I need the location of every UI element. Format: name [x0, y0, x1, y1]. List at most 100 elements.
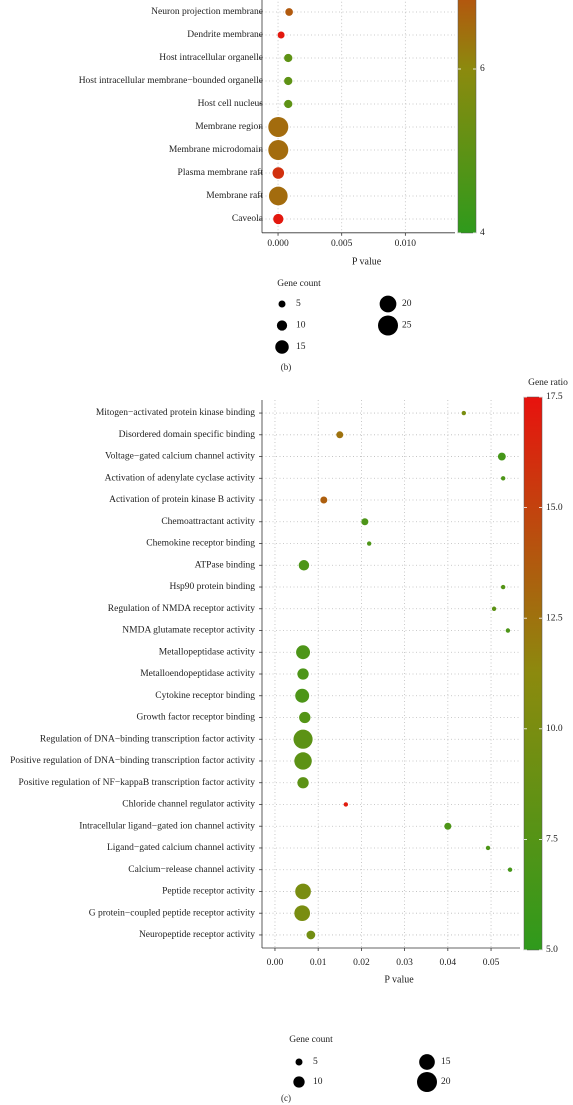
x-axis-title: P value [352, 256, 382, 267]
dot [507, 867, 513, 872]
legend-label: 20 [441, 1077, 451, 1087]
dot [296, 645, 311, 660]
legend-dot [417, 1072, 437, 1092]
dot [306, 930, 316, 940]
legend-label: 10 [296, 321, 306, 331]
legend-dot [278, 300, 286, 308]
colorbar-tick-label: 5.0 [546, 945, 558, 955]
y-tick-label: Positive regulation of NF−kappaB transcr… [19, 777, 256, 788]
legend-dot [378, 315, 398, 336]
y-tick-label: Metalloendopeptidase activity [140, 669, 255, 679]
x-tick-label: 0.01 [310, 958, 327, 968]
dot [461, 410, 467, 416]
legend-dot [295, 1058, 303, 1066]
dot [361, 518, 369, 526]
y-tick-label: Positive regulation of DNA−binding trans… [10, 755, 255, 766]
legend-label: 5 [296, 299, 301, 309]
colorbar-tick-label: 7.5 [546, 835, 558, 845]
dot [272, 167, 285, 179]
y-tick-label: Peptide receptor activity [162, 887, 255, 897]
dot [299, 711, 311, 724]
legend-dot [275, 340, 289, 354]
dot [500, 584, 506, 590]
y-tick-label: Calcium−release channel activity [128, 865, 255, 875]
dot [294, 905, 311, 922]
y-tick-label: Chemokine receptor binding [146, 539, 255, 549]
dot [268, 140, 289, 160]
dot [497, 452, 506, 461]
y-tick-label: Membrane raft [206, 190, 263, 201]
colorbar [523, 396, 543, 951]
y-tick-label: Mitogen−activated protein kinase binding [96, 408, 255, 418]
dot [444, 822, 452, 830]
caption: (b) [281, 362, 292, 372]
legend-label: 15 [296, 342, 306, 352]
y-tick-label: NMDA glutamate receptor activity [122, 626, 255, 636]
colorbar-tick-label: 10.0 [546, 724, 563, 734]
y-tick-label: Activation of adenylate cyclase activity [105, 472, 256, 483]
legend-label: 20 [402, 299, 412, 309]
colorbar-tick-label: 4 [480, 228, 485, 238]
dot [295, 688, 310, 703]
dot [284, 53, 293, 63]
dot [285, 8, 293, 16]
x-tick-label: 0.00 [267, 958, 284, 968]
y-tick-label: Host cell nucleus [198, 99, 264, 109]
colorbar [457, 0, 477, 234]
dot [485, 845, 491, 851]
legend-label: 15 [441, 1057, 451, 1067]
dot [491, 606, 497, 611]
colorbar-tick-label: 17.5 [546, 392, 563, 402]
y-tick-label: Activation of protein kinase B activity [109, 494, 255, 505]
dot [343, 802, 349, 807]
dot [505, 628, 511, 633]
dot [293, 729, 313, 749]
y-tick-label: Growth factor receptor binding [137, 712, 256, 723]
dot [294, 752, 312, 770]
y-tick-label: Neuron projection membrane [151, 7, 263, 17]
y-tick-label: Metallopeptidase activity [159, 647, 256, 657]
y-tick-label: G protein−coupled peptide receptor activ… [89, 908, 256, 918]
x-axis-title: P value [384, 974, 414, 985]
y-tick-label: Regulation of DNA−binding transcription … [40, 733, 255, 744]
dot [277, 31, 285, 39]
legend-dot [379, 295, 397, 313]
y-tick-label: Intracellular ligand−gated ion channel a… [79, 821, 255, 831]
y-tick-label: ATPase binding [195, 560, 256, 570]
legend-label: 5 [313, 1057, 318, 1067]
y-tick-label: Caveola [232, 214, 264, 224]
caption: (c) [281, 1093, 291, 1103]
colorbar-title: Gene ratio [528, 378, 568, 388]
y-tick-label: Disordered domain specific binding [119, 429, 256, 440]
y-tick-label: Membrane microdomain [169, 145, 263, 155]
y-tick-label: Membrane region [195, 122, 263, 132]
legend-label: 25 [402, 321, 412, 331]
dot [366, 541, 372, 546]
y-tick-label: Chemoattractant activity [161, 517, 255, 527]
x-tick-label: 0.000 [267, 239, 289, 249]
legend-title: Gene count [277, 279, 321, 289]
dot [268, 186, 288, 206]
x-tick-label: 0.005 [331, 239, 353, 249]
dot [320, 496, 328, 504]
dot [295, 883, 311, 900]
y-tick-label: Voltage−gated calcium channel activity [105, 452, 255, 462]
legend-dot [276, 320, 288, 331]
legend-dot [293, 1076, 305, 1088]
y-tick-label: Dendrite membrane [187, 30, 263, 40]
dot [297, 777, 309, 789]
dot [297, 668, 309, 680]
dot [298, 560, 310, 571]
colorbar-tick-label: 6 [480, 64, 485, 74]
colorbar-tick-label: 12.5 [546, 613, 563, 623]
x-tick-label: 0.05 [483, 958, 500, 968]
x-tick-label: 0.010 [395, 239, 417, 249]
dot [284, 76, 293, 86]
legend-dot [419, 1054, 435, 1070]
dot [284, 99, 293, 109]
x-tick-label: 0.03 [396, 958, 413, 968]
y-tick-label: Host intracellular membrane−bounded orga… [79, 76, 263, 86]
legend-label: 10 [313, 1077, 323, 1087]
y-tick-label: Host intracellular organelle [159, 53, 263, 63]
